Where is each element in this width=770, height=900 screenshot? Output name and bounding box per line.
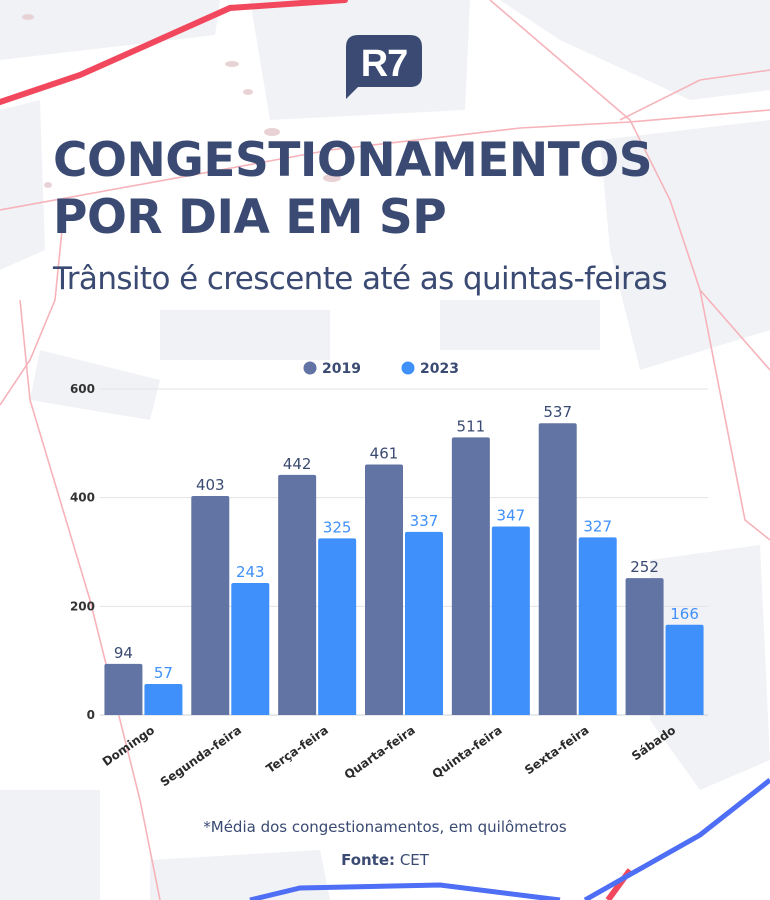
bar-2023 (144, 684, 183, 715)
y-tick-label: 200 (70, 599, 95, 613)
y-tick-label: 0 (87, 708, 95, 722)
bar-2019 (278, 474, 317, 715)
data-label-2023: 57 (154, 664, 173, 682)
bar-2023 (405, 531, 443, 715)
y-tick-label: 600 (70, 382, 95, 396)
x-tick-label: Sexta-feira (522, 723, 591, 777)
data-label-2019: 403 (196, 476, 225, 494)
footnote: *Média dos congestionamentos, em quilôme… (203, 818, 567, 836)
logo-badge-shape (346, 35, 422, 99)
page-subtitle: Trânsito é crescente até as quintas-feir… (53, 261, 668, 297)
title-line-2: POR DIA EM SP (53, 190, 447, 245)
bar-2019 (104, 663, 143, 715)
bar-chart: 0 200 400 600 2019 2023 94 57 Domingo 403 243 Segun… (70, 361, 708, 789)
data-label-2023: 327 (583, 517, 612, 535)
data-label-2023: 166 (670, 605, 699, 623)
page-title: CONGESTIONAMENTOS POR DIA EM SP (53, 132, 653, 246)
bar-2019 (191, 496, 230, 715)
x-tick-label: Quarta-feira (342, 723, 418, 782)
data-label-2019: 511 (457, 417, 486, 435)
legend-label: 2023 (420, 361, 459, 377)
bar-2019 (625, 578, 664, 715)
legend-label: 2019 (322, 361, 361, 377)
x-tick-label: Terça-feira (264, 723, 331, 776)
bar-2023 (231, 582, 270, 715)
bar-2019 (538, 423, 577, 715)
bar-2019 (365, 464, 403, 715)
bar-2023 (318, 538, 357, 715)
x-tick-label: Domingo (100, 723, 157, 769)
data-label-2019: 252 (630, 558, 659, 576)
legend-marker (303, 361, 317, 375)
source-label: Fonte: (341, 851, 396, 869)
bar-2023 (578, 537, 617, 715)
data-label-2019: 537 (543, 403, 572, 421)
bar-2023 (665, 624, 704, 715)
data-label-2023: 337 (410, 512, 439, 530)
data-label-2019: 94 (114, 644, 133, 662)
data-label-2019: 442 (283, 455, 312, 473)
source-line: Fonte: CET (0, 851, 770, 869)
bar-2019 (451, 437, 490, 715)
x-tick-label: Sábado (629, 723, 678, 763)
data-label-2023: 325 (323, 518, 352, 536)
title-line-1: CONGESTIONAMENTOS (53, 133, 653, 188)
source-value: CET (399, 851, 429, 869)
r7-logo: R7 (346, 35, 422, 99)
bar-2023 (491, 526, 530, 715)
x-tick-label: Quinta-feira (430, 723, 505, 781)
data-label-2023: 347 (497, 506, 526, 524)
data-label-2023: 243 (236, 563, 265, 581)
data-label-2019: 461 (370, 445, 399, 463)
logo-text: R7 (361, 43, 408, 85)
legend-marker (401, 361, 415, 375)
x-tick-label: Segunda-feira (158, 723, 244, 789)
y-tick-label: 400 (70, 491, 95, 505)
